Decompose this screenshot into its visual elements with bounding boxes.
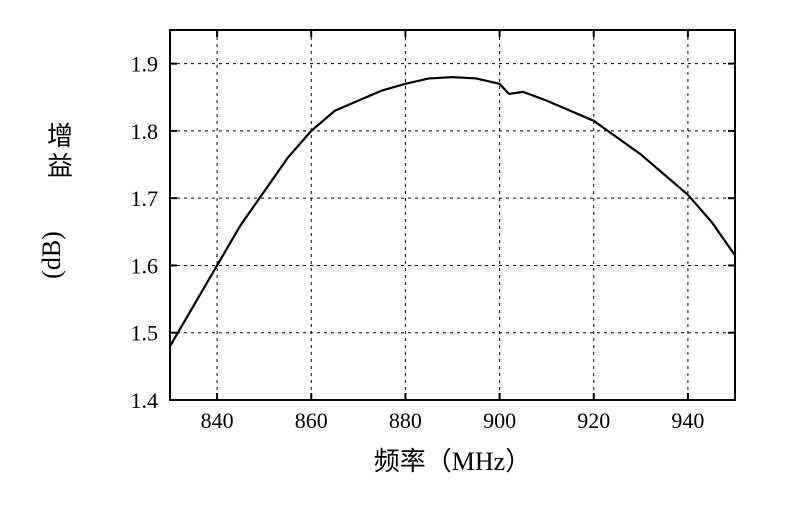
svg-text:1.6: 1.6 <box>131 253 159 278</box>
svg-text:920: 920 <box>577 408 610 433</box>
svg-text:860: 860 <box>295 408 328 433</box>
svg-text:880: 880 <box>389 408 422 433</box>
svg-text:940: 940 <box>671 408 704 433</box>
svg-text:1.9: 1.9 <box>131 52 159 77</box>
svg-text:1.5: 1.5 <box>131 321 159 346</box>
svg-text:900: 900 <box>483 408 516 433</box>
chart-svg: 840 860 880 900 920 940 1.4 1.5 1.6 1.7 1.8 1.9 频率（M… <box>0 0 800 507</box>
svg-text:1.4: 1.4 <box>131 388 159 413</box>
svg-text:1.8: 1.8 <box>131 119 159 144</box>
svg-text:1.7: 1.7 <box>131 186 159 211</box>
svg-text:840: 840 <box>201 408 234 433</box>
svg-text:益: 益 <box>47 152 73 181</box>
svg-text:(dB): (dB) <box>37 231 66 279</box>
svg-text:增: 增 <box>47 122 73 151</box>
gain-vs-frequency-chart: 840 860 880 900 920 940 1.4 1.5 1.6 1.7 1.8 1.9 频率（M… <box>0 0 800 507</box>
svg-text:频率（MHz）: 频率（MHz） <box>374 447 531 476</box>
